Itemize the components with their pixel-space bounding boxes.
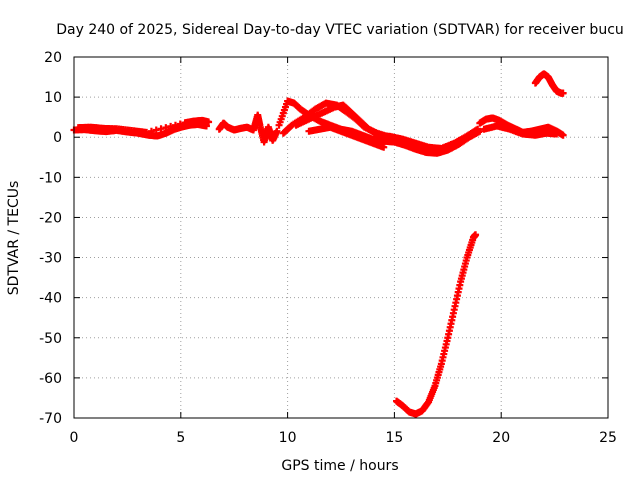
- y-tick-label: -70: [39, 411, 62, 427]
- data-point: [171, 121, 179, 129]
- series-dip-upper: [373, 125, 482, 152]
- series-arc-d: [305, 123, 388, 151]
- y-tick-label: -50: [39, 331, 62, 347]
- y-tick-label: -40: [39, 291, 62, 307]
- y-tick-label: 0: [53, 130, 62, 146]
- data-point: [152, 126, 160, 134]
- series-late-high: [531, 70, 567, 97]
- data-point: [553, 130, 561, 138]
- y-tick-label: 10: [44, 90, 62, 106]
- series-morning-scatter: [215, 111, 281, 146]
- x-tick-label: 25: [599, 430, 617, 446]
- data-point: [162, 124, 170, 132]
- y-tick-label: -60: [39, 371, 62, 387]
- x-tick-label: 10: [279, 430, 297, 446]
- data-point: [559, 131, 567, 139]
- data-point: [273, 127, 281, 135]
- data-point: [147, 127, 155, 135]
- y-axis-label: SDTVAR / TECUs: [6, 181, 22, 296]
- x-tick-label: 0: [70, 430, 79, 446]
- data-point: [380, 143, 388, 151]
- plot-frame: [73, 56, 609, 419]
- data-point: [143, 128, 151, 136]
- chart-title: Day 240 of 2025, Sidereal Day-to-day VTE…: [56, 22, 624, 38]
- data-point: [205, 118, 213, 126]
- x-tick-label: 20: [492, 430, 510, 446]
- series-arc-c: [292, 101, 383, 139]
- x-tick-label: 15: [385, 430, 403, 446]
- x-tick-label: 5: [176, 430, 185, 446]
- data-point: [472, 231, 480, 239]
- series-deep-plunge: [393, 231, 480, 418]
- data-point: [559, 89, 567, 97]
- series-baseline-early-upper: [74, 116, 213, 136]
- y-tick-label: 20: [44, 50, 62, 66]
- y-tick-label: -30: [39, 251, 62, 267]
- data-points: [70, 70, 567, 418]
- y-tick-label: -20: [39, 210, 62, 226]
- data-point: [176, 120, 184, 128]
- y-tick-label: -10: [39, 170, 62, 186]
- x-axis-label: GPS time / hours: [281, 458, 398, 474]
- data-point: [167, 122, 175, 130]
- series-evening-lower: [480, 122, 561, 139]
- data-point: [474, 125, 482, 133]
- data-point: [157, 125, 165, 133]
